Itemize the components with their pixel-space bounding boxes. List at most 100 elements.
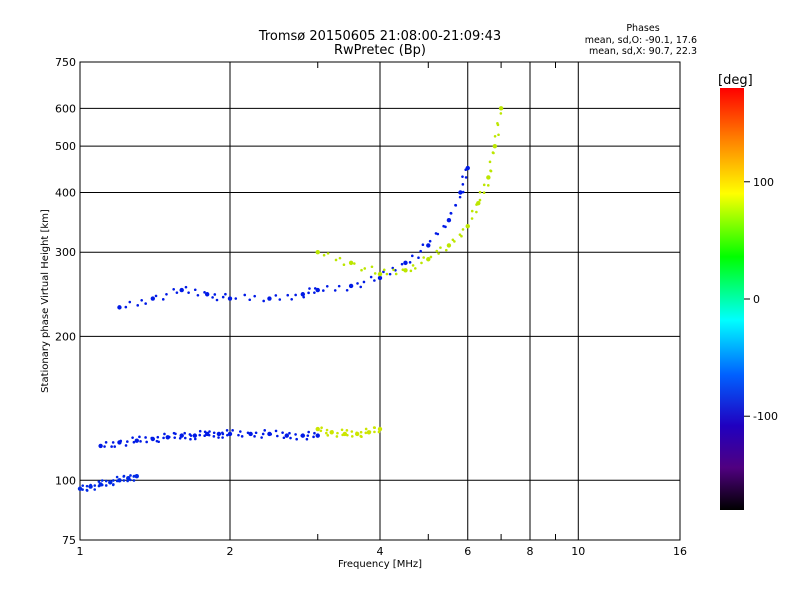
trace-dot [360, 435, 363, 439]
trace-dot [136, 304, 140, 307]
trace-dot [313, 431, 316, 435]
trace-dot [286, 293, 290, 297]
trace-dot [355, 431, 359, 435]
trace-dot [429, 255, 433, 259]
trace-dot [243, 293, 247, 297]
trace-dot [499, 112, 503, 115]
trace-dot [246, 431, 250, 435]
data-point [300, 292, 306, 297]
trace-dot [413, 267, 417, 270]
trace-dot [111, 441, 115, 444]
trace-dot [382, 268, 386, 272]
trace-dot [345, 429, 349, 432]
trace-dot [326, 434, 330, 437]
data-point [216, 431, 222, 437]
trace-dot [193, 288, 197, 292]
trace-dot [289, 436, 292, 440]
trace-dot [132, 479, 136, 482]
data-point [348, 283, 354, 289]
data-point [315, 426, 320, 432]
trace-dot [253, 294, 257, 298]
trace-dot [198, 433, 202, 437]
y-tick-label: 400 [55, 186, 76, 199]
trace-dot [325, 428, 329, 432]
trace-dot [132, 440, 136, 444]
trace-dot [356, 282, 359, 285]
phase-x-stats: mean, sd,X: 90.7, 22.3 [589, 46, 697, 57]
trace-dot [103, 445, 106, 448]
trace-dot [119, 439, 123, 443]
trace-dot [203, 434, 206, 438]
trace-dot [346, 433, 349, 437]
trace-dot [307, 291, 310, 295]
trace-dot [359, 430, 363, 434]
data-point [403, 260, 408, 266]
trace-dot [308, 287, 311, 290]
trace-dot [150, 436, 154, 440]
trace-dot [93, 484, 97, 487]
trace-dot [183, 431, 186, 435]
trace-dot [320, 426, 323, 430]
trace-dot [421, 243, 425, 247]
trace-dot [162, 436, 165, 440]
trace-dot [475, 203, 478, 206]
trace-dot [420, 261, 423, 265]
trace-dot [368, 430, 372, 434]
trace-dot [118, 478, 122, 482]
trace-dot [319, 429, 323, 433]
trace-dot [112, 479, 115, 482]
trace-dot [131, 436, 134, 439]
colorbar: [deg] 100 0 -100 [718, 73, 778, 510]
trace-dot [253, 435, 256, 438]
trace-dot [110, 445, 113, 448]
trace-dot [113, 445, 117, 448]
trace-dot [449, 212, 453, 215]
trace-dot [89, 483, 92, 487]
trace-dot [410, 254, 414, 258]
trace-dot [451, 238, 455, 242]
trace-dot [184, 285, 188, 289]
trace-dot [336, 431, 339, 435]
data-point [134, 473, 139, 479]
data-point [377, 271, 383, 277]
points-layer [77, 106, 504, 492]
trace-dot [212, 435, 216, 438]
data-point [150, 296, 156, 301]
trace-dot [482, 191, 486, 195]
y-tick-label: 300 [55, 246, 76, 259]
trace-dot [353, 262, 356, 265]
trace-dot [364, 431, 368, 435]
trace-dot [224, 292, 227, 296]
trace-dot [274, 294, 278, 297]
trace-dot [482, 183, 486, 187]
x-axis-label: Frequency [MHz] [338, 559, 422, 570]
trace-dot [221, 436, 224, 439]
trace-dot [334, 258, 338, 262]
trace-dot [313, 287, 317, 290]
trace-dot [139, 440, 142, 443]
trace-dot [85, 484, 89, 488]
trace-dot [461, 228, 465, 231]
trace-dot [302, 295, 306, 299]
trace-dot [460, 234, 463, 238]
trace-dot [269, 432, 273, 436]
x-tick-label: 6 [464, 545, 471, 558]
trace-dot [436, 232, 440, 236]
trace-dot [104, 484, 108, 487]
grid-layer [80, 62, 680, 540]
data-point [403, 268, 408, 273]
trace-dot [439, 246, 442, 249]
data-point [426, 257, 431, 262]
trace-dot [108, 480, 112, 483]
trace-dot [126, 479, 129, 483]
trace-dot [464, 176, 468, 179]
trace-dot [491, 151, 495, 154]
trace-dot [203, 291, 206, 294]
trace-dot [274, 429, 278, 433]
colorbar-ticks: 100 0 -100 [744, 176, 778, 423]
trace-dot [350, 430, 354, 433]
plot-area [77, 61, 681, 541]
trace-dot [263, 429, 267, 432]
trace-dot [167, 435, 171, 439]
trace-dot [100, 479, 104, 482]
